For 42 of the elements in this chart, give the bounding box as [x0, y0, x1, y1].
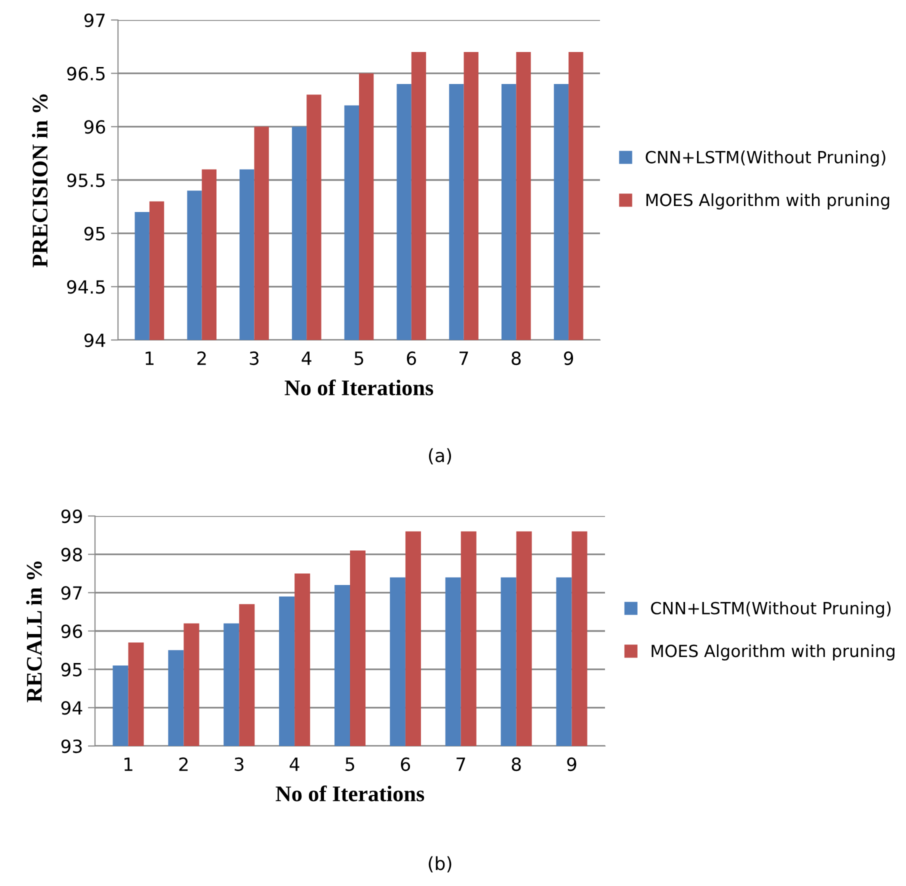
x-axis-title: No of Iterations [284, 379, 434, 396]
x-tick-label: 3 [250, 351, 259, 366]
x-tick-label: 1 [124, 758, 132, 771]
y-tick-label: 95 [61, 662, 82, 676]
x-tick-label: 7 [456, 758, 466, 771]
x-axis-title: No of Iterations [276, 785, 424, 802]
x-tick-label: 9 [567, 757, 576, 772]
y-tick-label: 96.5 [67, 66, 105, 80]
y-tick-label: 94 [61, 701, 82, 715]
y-tick-label: 94.5 [67, 280, 105, 294]
x-tick-label: 5 [354, 352, 364, 366]
y-tick-label: 98 [61, 548, 82, 562]
x-tick-label: 4 [302, 352, 312, 365]
y-tick-label: 94 [84, 333, 106, 348]
x-tick-label: 2 [179, 757, 188, 771]
y-tick-label: 96 [84, 120, 106, 134]
x-tick-label: 5 [346, 758, 354, 772]
x-tick-label: 3 [234, 757, 244, 772]
legend-label: CNN+LSTM(Without Pruning) [646, 150, 886, 167]
legend-label: MOES Algorithm with pruning [652, 644, 894, 660]
x-tick-label: 2 [197, 351, 206, 365]
y-tick-label: 95.5 [67, 173, 105, 188]
x-tick-label: 4 [290, 758, 300, 771]
y-tick-label: 93 [61, 739, 82, 754]
x-tick-label: 6 [400, 757, 410, 772]
x-tick-label: 7 [460, 352, 468, 365]
y-axis-title: PRECISION in % [32, 94, 48, 268]
text: (b) [428, 856, 452, 872]
y-tick-label: 95 [84, 226, 105, 240]
x-tick-label: 9 [564, 351, 574, 366]
legend-label: MOES Algorithm with pruning [646, 193, 890, 210]
x-tick-label: 1 [146, 352, 154, 365]
x-tick-label: 8 [512, 757, 521, 772]
legend-label: CNN+LSTM(Without Pruning) [651, 602, 891, 618]
y-axis-title: RECALL in % [26, 561, 42, 702]
y-tick-label: 97 [84, 13, 105, 28]
x-tick-label: 6 [406, 351, 416, 366]
y-tick-label: 97 [61, 586, 82, 600]
x-tick-label: 8 [512, 351, 521, 366]
text: (a) [428, 448, 452, 464]
y-tick-label: 96 [61, 624, 82, 638]
y-tick-label: 99 [61, 509, 82, 524]
